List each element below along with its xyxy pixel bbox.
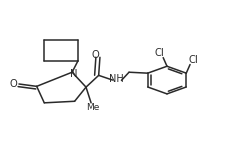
Text: Me: Me [86, 103, 99, 112]
Text: Cl: Cl [154, 48, 164, 58]
Text: NH: NH [109, 74, 123, 84]
Text: O: O [10, 79, 17, 89]
Text: O: O [91, 50, 99, 60]
Text: N: N [70, 69, 77, 79]
Text: Cl: Cl [188, 54, 198, 65]
